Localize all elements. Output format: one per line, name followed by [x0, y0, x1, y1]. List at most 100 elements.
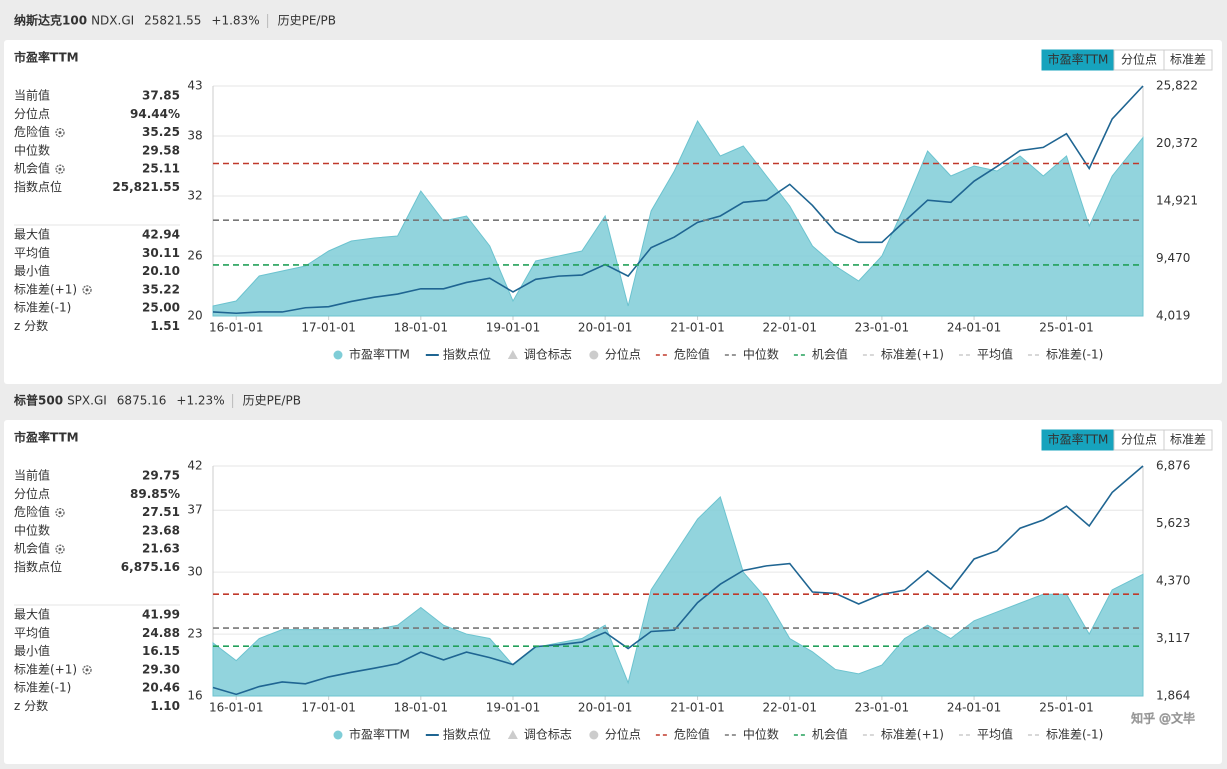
- x-tick-label: 19-01-01: [486, 321, 540, 335]
- tab-button[interactable]: [1163, 49, 1213, 71]
- stat-value: 20.10: [142, 264, 180, 278]
- x-tick-label: 18-01-01: [394, 701, 448, 715]
- tab-button-label[interactable]: 标准差: [1170, 433, 1206, 447]
- legend-marker[interactable]: [333, 350, 343, 360]
- stat-value: 89.85%: [130, 487, 180, 501]
- tab-button-label[interactable]: 市盈率TTM: [1048, 432, 1109, 447]
- stat-label: 指数点位: [14, 179, 62, 194]
- legend-label[interactable]: 平均值: [977, 347, 1013, 362]
- legend-marker[interactable]: [589, 350, 599, 360]
- legend-label[interactable]: 机会值: [812, 727, 848, 742]
- legend-label[interactable]: 市盈率TTM: [349, 347, 410, 362]
- stat-value: 29.58: [142, 143, 180, 157]
- legend-label[interactable]: 指数点位: [443, 347, 491, 362]
- stat-label: 危险值: [14, 504, 50, 519]
- y2-tick-label: 25,822: [1156, 79, 1198, 93]
- stat-label: z 分数: [14, 318, 48, 333]
- stat-label: 机会值: [14, 161, 50, 176]
- legend-label[interactable]: 指数点位: [443, 727, 491, 742]
- stat-value: 35.22: [142, 282, 180, 296]
- settings-icon[interactable]: [82, 285, 92, 295]
- x-tick-label: 18-01-01: [394, 321, 448, 335]
- settings-icon-center: [58, 511, 62, 515]
- legend-label[interactable]: 调仓标志: [524, 348, 572, 362]
- tab-button-label[interactable]: 分位点: [1121, 432, 1157, 447]
- stat-label: 分位点: [14, 106, 50, 121]
- legend-label[interactable]: 危险值: [674, 347, 710, 362]
- settings-icon[interactable]: [55, 127, 65, 138]
- x-tick-label: 16-01-01: [209, 321, 263, 335]
- stat-value: 37.85: [142, 89, 180, 103]
- stat-value: 25.00: [142, 301, 180, 315]
- stat-label: 机会值: [14, 541, 50, 556]
- stat-value: 27.51: [142, 505, 180, 519]
- legend-marker[interactable]: [507, 730, 518, 739]
- settings-icon[interactable]: [82, 665, 92, 675]
- x-tick-label: 23-01-01: [855, 321, 909, 335]
- y-tick-label: 38: [187, 129, 202, 143]
- y-tick-label: 16: [187, 689, 202, 703]
- legend-label[interactable]: 标准差(-1): [1046, 348, 1103, 362]
- stat-value: 1.10: [150, 699, 180, 713]
- y-tick-label: 43: [187, 79, 202, 93]
- x-tick-label: 17-01-01: [301, 321, 355, 335]
- index-code: SPX.GI: [67, 394, 107, 408]
- index-name: 标普500: [13, 393, 63, 408]
- legend-marker[interactable]: [507, 350, 518, 359]
- y2-tick-label: 9,470: [1156, 251, 1190, 265]
- legend-label[interactable]: 危险值: [674, 727, 710, 742]
- stat-label: 标准差(+1): [14, 282, 77, 296]
- y-tick-label: 42: [187, 459, 202, 473]
- index-line: [212, 465, 1144, 696]
- x-tick-label: 24-01-01: [947, 321, 1001, 335]
- stat-label: 平均值: [14, 245, 50, 260]
- settings-icon[interactable]: [55, 164, 65, 174]
- tab-button-label[interactable]: 市盈率TTM: [1048, 52, 1109, 67]
- y-tick-label: 37: [187, 503, 202, 517]
- index-line: [212, 85, 1144, 315]
- settings-icon[interactable]: [55, 544, 65, 554]
- legend-label[interactable]: 标准差(-1): [1046, 728, 1103, 742]
- legend-marker[interactable]: [333, 730, 343, 740]
- stat-label: 当前值: [14, 468, 50, 483]
- stat-label: 中位数: [14, 142, 50, 157]
- legend-marker[interactable]: [589, 730, 599, 740]
- tab-button-label[interactable]: 标准差: [1170, 53, 1206, 67]
- x-tick-label: 16-01-01: [209, 701, 263, 715]
- legend-label[interactable]: 机会值: [812, 347, 848, 362]
- legend-label[interactable]: 分位点: [605, 727, 641, 742]
- legend-label[interactable]: 中位数: [743, 727, 779, 742]
- x-tick-label: 25-01-01: [1039, 321, 1093, 335]
- stat-value: 25.11: [142, 162, 180, 176]
- settings-icon-center: [85, 288, 89, 292]
- y2-tick-label: 14,921: [1156, 193, 1198, 207]
- stat-label: 标准差(+1): [14, 662, 77, 676]
- tab-button[interactable]: [1163, 429, 1213, 451]
- header-tab[interactable]: 历史PE/PB: [243, 394, 301, 408]
- header-tab[interactable]: 历史PE/PB: [278, 14, 336, 28]
- legend-label[interactable]: 市盈率TTM: [349, 727, 410, 742]
- y2-tick-label: 6,876: [1156, 459, 1190, 473]
- y-tick-label: 32: [187, 189, 202, 203]
- stat-label: 危险值: [14, 124, 50, 139]
- legend-label[interactable]: 调仓标志: [524, 728, 572, 742]
- y2-tick-label: 3,117: [1156, 631, 1190, 645]
- index-code: NDX.GI: [91, 14, 134, 28]
- legend-label[interactable]: 中位数: [743, 347, 779, 362]
- x-tick-label: 22-01-01: [763, 701, 817, 715]
- stat-label: 平均值: [14, 625, 50, 640]
- stat-label: 标准差(-1): [14, 301, 71, 315]
- stat-label: 最小值: [14, 643, 50, 658]
- legend-label[interactable]: 分位点: [605, 347, 641, 362]
- stat-value: 25,821.55: [112, 180, 180, 194]
- index-price: 6875.16: [117, 394, 167, 408]
- tab-button-label[interactable]: 分位点: [1121, 52, 1157, 67]
- legend-label[interactable]: 标准差(+1): [881, 348, 944, 362]
- index-name: 纳斯达克100: [14, 13, 87, 28]
- legend-label[interactable]: 平均值: [977, 727, 1013, 742]
- settings-icon[interactable]: [55, 507, 65, 518]
- stat-value: 16.15: [142, 644, 180, 658]
- legend-label[interactable]: 标准差(+1): [881, 728, 944, 742]
- stat-label: 中位数: [14, 522, 50, 537]
